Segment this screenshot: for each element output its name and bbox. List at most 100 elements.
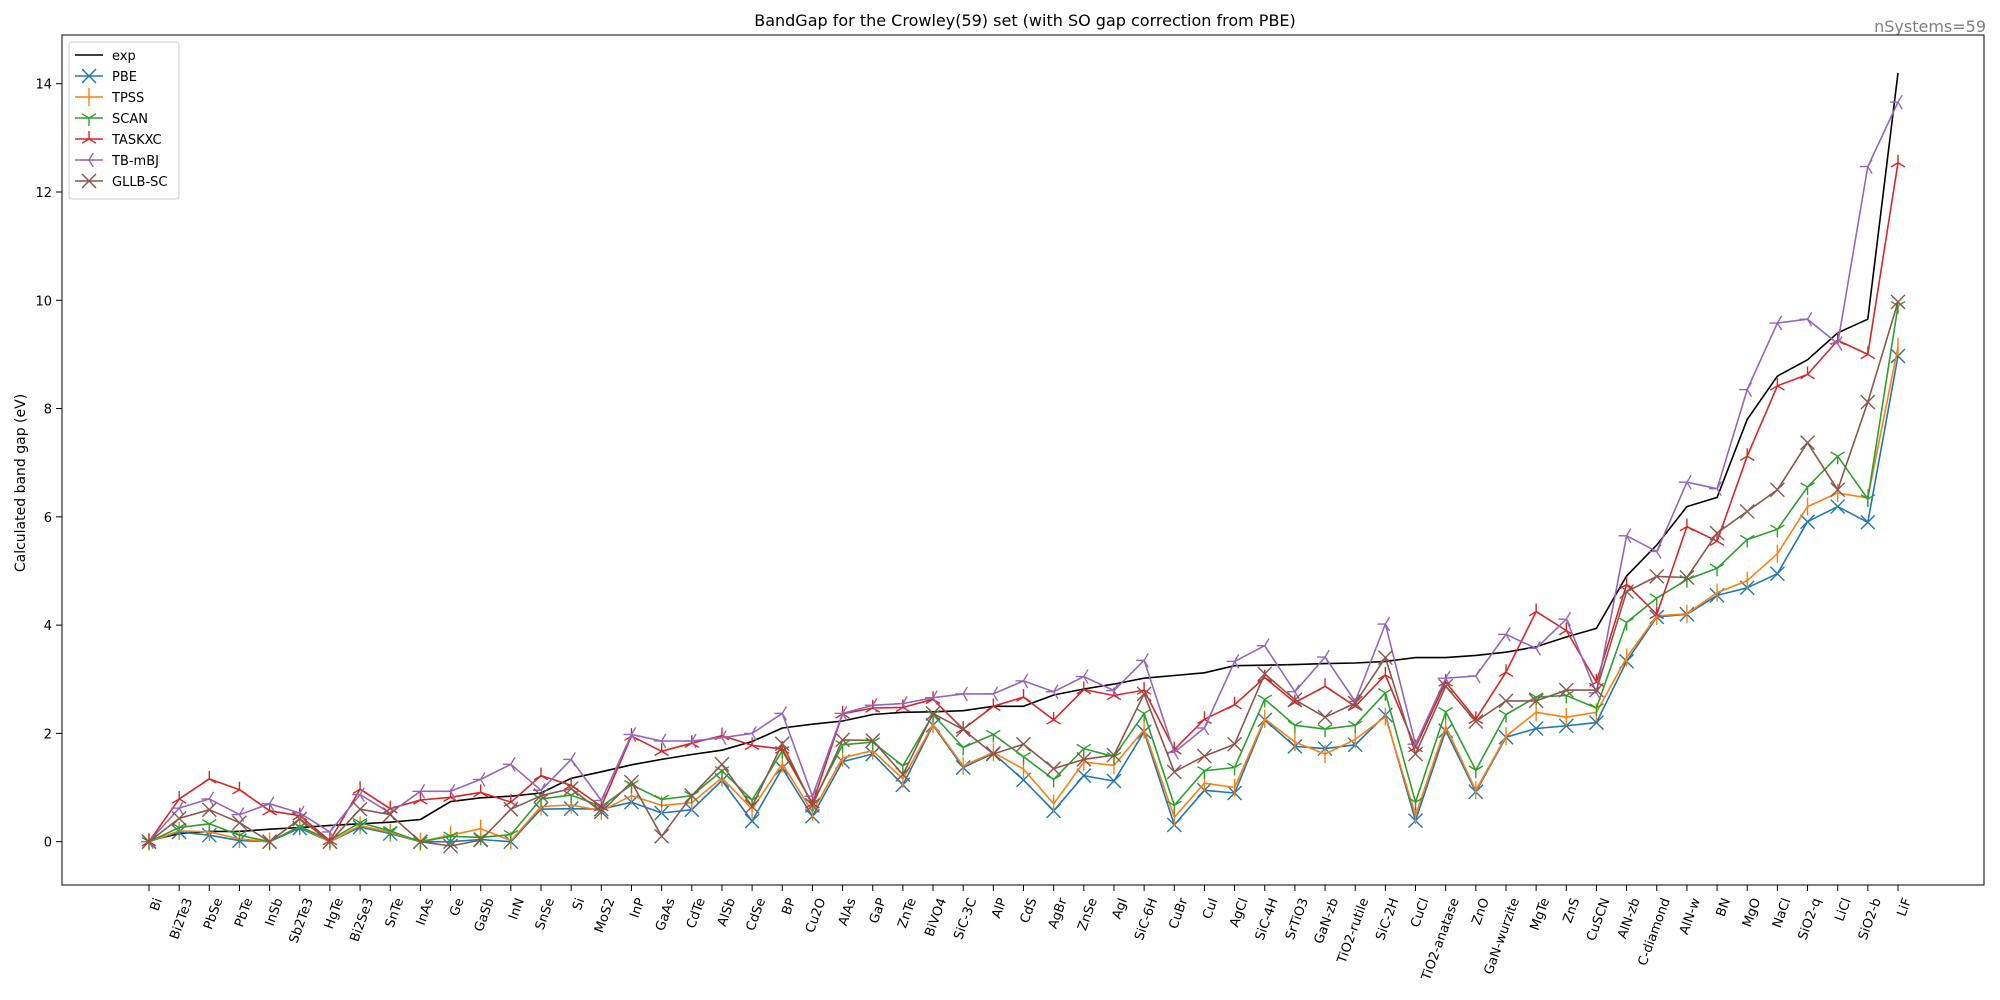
marker-stroke bbox=[1867, 353, 1876, 360]
marker-stroke bbox=[1475, 765, 1484, 771]
marker-stroke bbox=[1837, 343, 1843, 351]
marker-stroke bbox=[895, 761, 904, 767]
marker-stroke bbox=[1656, 593, 1665, 599]
data-point-gllb-sc bbox=[1046, 761, 1062, 777]
x-tick-label: CuBr bbox=[1166, 896, 1191, 931]
marker-stroke bbox=[1596, 703, 1604, 709]
x-tick-label: GaP bbox=[867, 896, 890, 926]
marker-stroke bbox=[1807, 373, 1815, 380]
data-point-tb-mbj bbox=[653, 733, 667, 749]
marker-stroke bbox=[1408, 797, 1416, 803]
y-tick-label: 8 bbox=[44, 403, 52, 418]
data-point-gllb-sc bbox=[804, 797, 820, 813]
marker-stroke bbox=[1233, 661, 1240, 669]
data-point-scan bbox=[1619, 617, 1634, 631]
marker-stroke bbox=[1897, 300, 1906, 307]
marker-stroke bbox=[630, 734, 637, 742]
marker-stroke bbox=[412, 834, 428, 850]
x-tick-label: InSb bbox=[263, 896, 287, 928]
data-point-gllb-sc bbox=[443, 838, 459, 854]
data-point-gllb-sc bbox=[322, 834, 338, 850]
marker-stroke bbox=[902, 696, 908, 704]
chart-title: BandGap for the Crowley(59) set (with SO… bbox=[754, 11, 1296, 30]
data-point-tb-mbj bbox=[1528, 641, 1541, 656]
marker-stroke bbox=[1656, 613, 1665, 620]
x-tick-label: PbSe bbox=[201, 896, 226, 932]
legend-label: TASKXC bbox=[111, 133, 162, 148]
marker-stroke bbox=[510, 829, 519, 836]
marker-stroke bbox=[1324, 685, 1333, 692]
y-tick-label: 12 bbox=[35, 186, 52, 201]
x-tick-label: AgI bbox=[1110, 896, 1131, 921]
marker-stroke bbox=[1897, 94, 1903, 103]
data-point-scan bbox=[1649, 593, 1665, 607]
data-point-gllb-sc bbox=[262, 834, 278, 850]
marker-stroke bbox=[1053, 719, 1062, 725]
marker-stroke bbox=[1867, 166, 1873, 174]
data-point-gllb-sc bbox=[473, 832, 489, 848]
x-tick-label: ZnTe bbox=[895, 896, 920, 930]
data-point-taskxc bbox=[533, 767, 549, 781]
marker-stroke bbox=[1679, 569, 1695, 585]
marker-stroke bbox=[1083, 676, 1089, 684]
marker-stroke bbox=[1347, 695, 1363, 711]
marker-stroke bbox=[88, 138, 97, 144]
marker-stroke bbox=[962, 693, 968, 702]
data-point-pbe bbox=[1860, 514, 1876, 530]
marker-stroke bbox=[88, 113, 97, 119]
marker-stroke bbox=[1143, 652, 1149, 661]
legend-marker bbox=[81, 68, 97, 84]
marker-stroke bbox=[352, 817, 361, 824]
marker-stroke bbox=[1016, 751, 1024, 758]
data-point-tb-mbj bbox=[774, 706, 788, 721]
marker-stroke bbox=[1739, 503, 1755, 519]
data-point-pbe bbox=[1769, 566, 1785, 582]
data-point-gllb-sc bbox=[1800, 435, 1816, 451]
legend-entry-taskxc: TASKXC bbox=[75, 131, 162, 148]
marker-stroke bbox=[1777, 524, 1785, 530]
marker-stroke bbox=[201, 778, 210, 784]
data-point-taskxc bbox=[413, 792, 428, 805]
data-point-tb-mbj bbox=[834, 706, 848, 721]
marker-stroke bbox=[841, 706, 848, 714]
data-point-tb-mbj bbox=[1709, 481, 1722, 497]
marker-stroke bbox=[239, 830, 247, 836]
marker-stroke bbox=[1083, 688, 1092, 695]
plot-area bbox=[141, 72, 1906, 854]
data-point-gllb-sc bbox=[985, 746, 1001, 762]
marker-stroke bbox=[1505, 626, 1511, 635]
x-tick-label: ZnS bbox=[1561, 896, 1584, 925]
data-point-tb-mbj bbox=[1226, 654, 1240, 669]
marker-stroke bbox=[1347, 720, 1356, 726]
marker-stroke bbox=[480, 779, 486, 787]
data-point-pbe bbox=[1076, 768, 1092, 784]
data-point-scan bbox=[232, 830, 247, 844]
marker-stroke bbox=[1746, 389, 1753, 397]
marker-stroke bbox=[774, 736, 790, 752]
marker-stroke bbox=[420, 799, 428, 805]
marker-stroke bbox=[443, 831, 451, 837]
y-axis-ticks: 0 2 4 6 8 10 12 14 bbox=[35, 78, 62, 851]
marker-stroke bbox=[359, 817, 368, 824]
marker-stroke bbox=[1016, 736, 1031, 752]
marker-stroke bbox=[540, 782, 546, 791]
marker-stroke bbox=[1565, 611, 1572, 620]
data-point-tb-mbj bbox=[713, 730, 727, 746]
data-point-taskxc bbox=[473, 784, 489, 798]
marker-stroke bbox=[985, 729, 994, 736]
data-point-taskxc bbox=[1800, 366, 1815, 380]
legend: exp PBE TPSS SCAN TASKXC TB-mBJ GLLB-SC bbox=[68, 41, 180, 200]
marker-stroke bbox=[533, 775, 542, 781]
data-point-tb-mbj bbox=[1769, 315, 1783, 331]
data-point-gllb-sc bbox=[1106, 747, 1122, 763]
marker-stroke bbox=[1257, 666, 1273, 682]
marker-stroke bbox=[872, 697, 878, 706]
data-point-scan bbox=[1016, 751, 1031, 765]
data-point-gllb-sc bbox=[1438, 678, 1454, 694]
marker-stroke bbox=[1709, 540, 1718, 547]
marker-stroke bbox=[955, 722, 971, 738]
x-tick-label: AgBr bbox=[1046, 896, 1071, 931]
data-point-gllb-sc bbox=[654, 828, 670, 844]
marker-stroke bbox=[1716, 563, 1725, 569]
data-point-scan bbox=[1197, 765, 1212, 779]
